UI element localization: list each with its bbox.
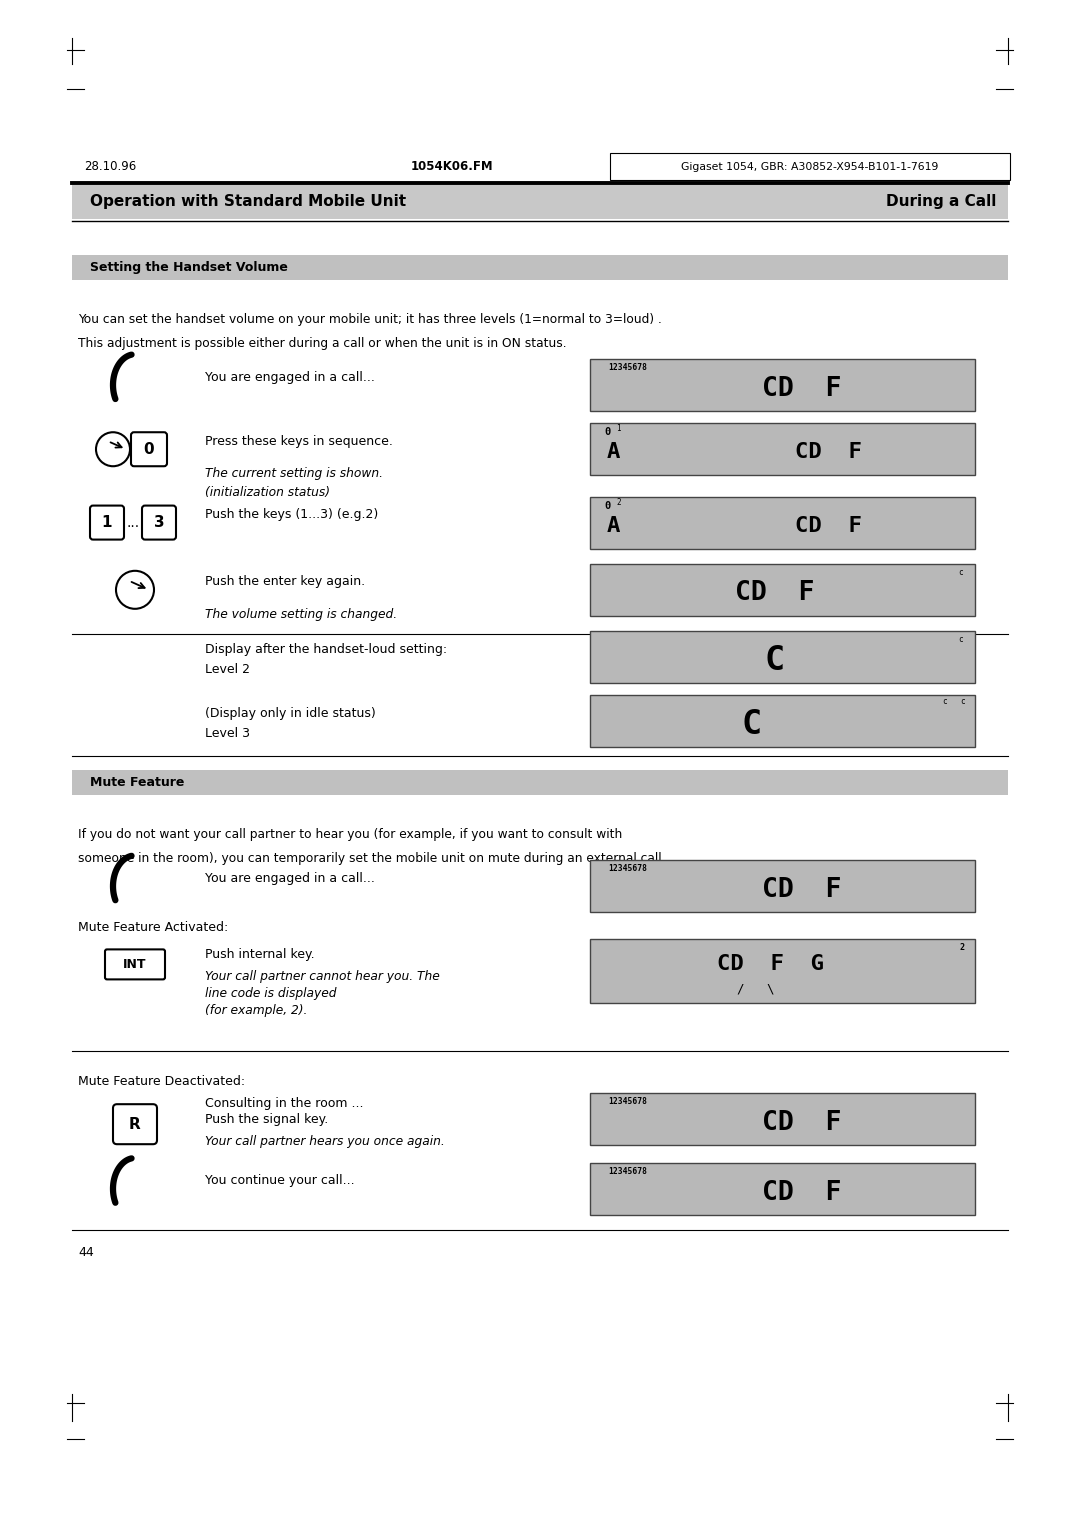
Bar bbox=[590, 940, 975, 1004]
Bar bbox=[590, 359, 975, 411]
Text: 2: 2 bbox=[960, 943, 966, 952]
Text: CD  F: CD F bbox=[762, 877, 841, 903]
Text: You are engaged in a call...: You are engaged in a call... bbox=[205, 872, 375, 885]
Text: Push the keys (1...3) (e.g.2): Push the keys (1...3) (e.g.2) bbox=[205, 509, 378, 521]
Text: (initialization status): (initialization status) bbox=[205, 486, 330, 500]
Text: 1: 1 bbox=[102, 515, 112, 530]
Text: Push the signal key.: Push the signal key. bbox=[205, 1112, 328, 1126]
Text: You can set the handset volume on your mobile unit; it has three levels (1=norma: You can set the handset volume on your m… bbox=[78, 313, 662, 327]
FancyBboxPatch shape bbox=[105, 949, 165, 979]
Text: Your call partner hears you once again.: Your call partner hears you once again. bbox=[205, 1135, 445, 1148]
Text: Setting the Handset Volume: Setting the Handset Volume bbox=[90, 261, 288, 274]
Text: The current setting is shown.: The current setting is shown. bbox=[205, 468, 383, 480]
Text: Press these keys in sequence.: Press these keys in sequence. bbox=[205, 435, 393, 448]
Bar bbox=[590, 423, 975, 475]
Text: This adjustment is possible either during a call or when the unit is in ON statu: This adjustment is possible either durin… bbox=[78, 338, 567, 350]
Text: CD  F: CD F bbox=[762, 1111, 841, 1137]
Text: A: A bbox=[607, 442, 620, 463]
Text: 0: 0 bbox=[604, 428, 610, 437]
Text: INT: INT bbox=[123, 958, 147, 970]
Text: Mute Feature: Mute Feature bbox=[90, 776, 185, 788]
Text: A: A bbox=[607, 515, 620, 536]
Text: If you do not want your call partner to hear you (for example, if you want to co: If you do not want your call partner to … bbox=[78, 828, 622, 842]
Text: Operation with Standard Mobile Unit: Operation with Standard Mobile Unit bbox=[90, 194, 406, 209]
Bar bbox=[610, 153, 1010, 180]
Text: Your call partner cannot hear you. The: Your call partner cannot hear you. The bbox=[205, 970, 440, 984]
FancyBboxPatch shape bbox=[113, 1105, 157, 1144]
Text: 28.10.96: 28.10.96 bbox=[84, 160, 136, 173]
Text: During a Call: During a Call bbox=[886, 194, 996, 209]
Bar bbox=[590, 695, 975, 747]
Text: Consulting in the room ...: Consulting in the room ... bbox=[205, 1097, 364, 1109]
Text: c: c bbox=[958, 568, 963, 576]
Bar bbox=[590, 564, 975, 616]
Bar bbox=[590, 1093, 975, 1144]
FancyBboxPatch shape bbox=[141, 506, 176, 539]
FancyBboxPatch shape bbox=[131, 432, 167, 466]
Text: CD  F: CD F bbox=[795, 442, 862, 463]
Text: Level 3: Level 3 bbox=[205, 727, 249, 740]
Bar bbox=[590, 497, 975, 549]
Text: Mute Feature Activated:: Mute Feature Activated: bbox=[78, 921, 228, 934]
Text: 3: 3 bbox=[153, 515, 164, 530]
Text: C: C bbox=[742, 707, 761, 741]
Text: Level 2: Level 2 bbox=[205, 663, 249, 675]
Text: R: R bbox=[130, 1117, 140, 1132]
Text: c: c bbox=[943, 697, 947, 706]
Text: 12345678: 12345678 bbox=[608, 1097, 647, 1106]
Bar bbox=[72, 185, 1008, 219]
Text: (Display only in idle status): (Display only in idle status) bbox=[205, 707, 376, 720]
Bar bbox=[590, 860, 975, 912]
Text: 0: 0 bbox=[604, 501, 610, 510]
Bar bbox=[72, 770, 1008, 795]
Text: 2: 2 bbox=[616, 498, 621, 507]
Text: Display after the handset-loud setting:: Display after the handset-loud setting: bbox=[205, 643, 447, 656]
Text: Gigaset 1054, GBR: A30852-X954-B101-1-7619: Gigaset 1054, GBR: A30852-X954-B101-1-76… bbox=[681, 162, 939, 171]
Text: 1054K06.FM: 1054K06.FM bbox=[410, 160, 494, 173]
Text: Push the enter key again.: Push the enter key again. bbox=[205, 576, 365, 588]
Text: Mute Feature Deactivated:: Mute Feature Deactivated: bbox=[78, 1076, 245, 1088]
FancyBboxPatch shape bbox=[90, 506, 124, 539]
Text: CD  F: CD F bbox=[735, 581, 814, 607]
Text: (for example, 2).: (for example, 2). bbox=[205, 1004, 308, 1018]
Text: 0: 0 bbox=[144, 442, 154, 457]
Text: 12345678: 12345678 bbox=[608, 364, 647, 371]
Text: someone in the room), you can temporarily set the mobile unit on mute during an : someone in the room), you can temporaril… bbox=[78, 853, 665, 865]
Text: CD  F: CD F bbox=[795, 515, 862, 536]
Text: line code is displayed: line code is displayed bbox=[205, 987, 337, 1001]
Text: 12345678: 12345678 bbox=[608, 865, 647, 872]
Text: 1: 1 bbox=[616, 425, 621, 434]
Text: You continue your call...: You continue your call... bbox=[205, 1175, 354, 1187]
Bar bbox=[590, 1163, 975, 1215]
Text: c: c bbox=[958, 636, 963, 643]
Text: CD  F: CD F bbox=[762, 1180, 841, 1206]
Text: CD  F: CD F bbox=[762, 376, 841, 402]
Text: ...: ... bbox=[126, 515, 139, 530]
Text: C: C bbox=[765, 643, 785, 677]
Text: The volume setting is changed.: The volume setting is changed. bbox=[205, 608, 397, 620]
Bar bbox=[72, 255, 1008, 280]
Text: c: c bbox=[960, 697, 966, 706]
Text: 44: 44 bbox=[78, 1247, 94, 1259]
Text: /   \: / \ bbox=[737, 983, 774, 996]
Text: Push internal key.: Push internal key. bbox=[205, 947, 314, 961]
Text: You are engaged in a call...: You are engaged in a call... bbox=[205, 371, 375, 384]
Bar bbox=[590, 631, 975, 683]
Text: 12345678: 12345678 bbox=[608, 1167, 647, 1175]
Text: CD  F  G: CD F G bbox=[717, 953, 824, 973]
